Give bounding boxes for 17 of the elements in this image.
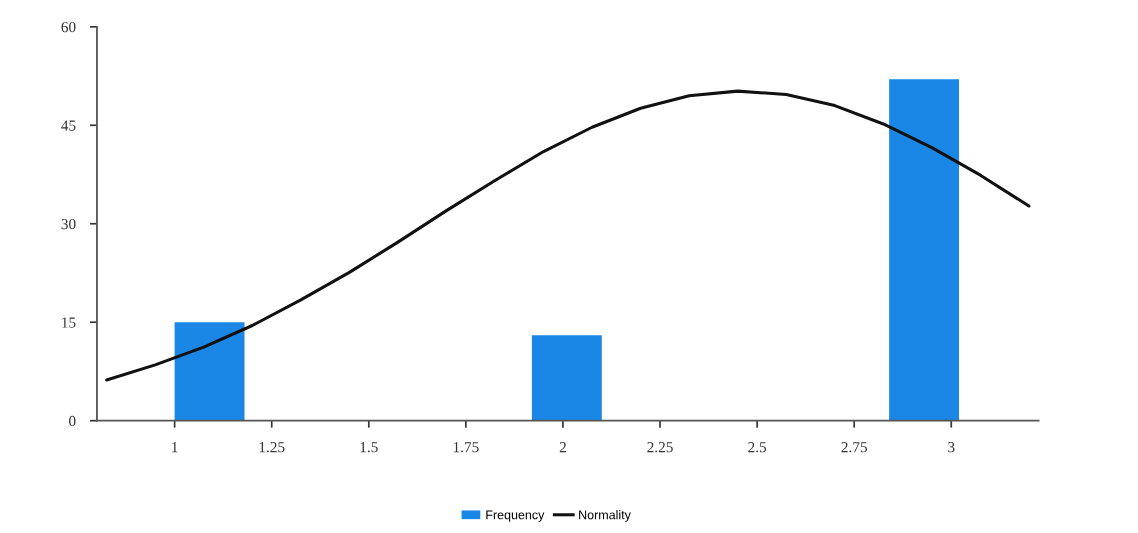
x-tick-label: 1.75	[453, 442, 479, 453]
x-tick-label: 1.25	[259, 442, 285, 453]
y-tick-label: 60	[61, 21, 76, 33]
y-tick-label: 30	[61, 218, 76, 230]
y-tick-label: 15	[62, 317, 76, 328]
x-tick-label: 1.5	[360, 442, 378, 453]
line-series	[105, 89, 1031, 382]
legend-label: Normality	[579, 510, 631, 522]
x-tick-label: 3	[948, 442, 955, 453]
x-tick-label: 2.25	[647, 442, 673, 453]
y-tick-label: 0	[69, 415, 76, 427]
legend-label: Frequency	[486, 510, 545, 522]
x-tick-label: 2.5	[748, 442, 767, 453]
x-tick-label: 2.75	[841, 442, 867, 453]
x-tick-label: 1	[172, 442, 178, 453]
x-tick-label: 2	[559, 442, 566, 453]
y-tick-label: 45	[61, 120, 76, 131]
